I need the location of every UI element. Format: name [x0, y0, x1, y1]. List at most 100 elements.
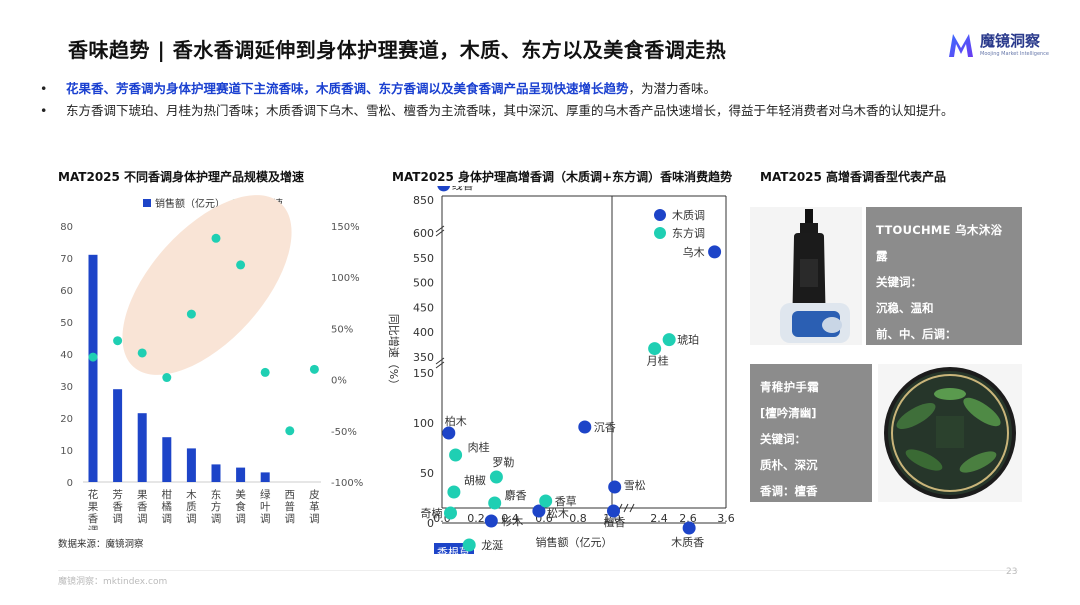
point-label: 奇楠 — [421, 506, 443, 520]
point-线香 — [437, 186, 451, 192]
point-label: 沉香 — [594, 421, 616, 434]
point-label: 线香 — [452, 186, 474, 192]
point-沉香 — [578, 420, 592, 434]
x-tick-label: 0.4 — [501, 512, 519, 525]
x-tick-label: 2.6 — [679, 512, 697, 525]
label-box-香根草 — [434, 543, 474, 554]
y-tick-label: 0 — [67, 478, 73, 489]
hand-cream-tin-icon — [884, 367, 1016, 499]
x-tick-label: 3.6 — [717, 512, 735, 525]
y2-tick-label: 100% — [331, 273, 360, 284]
bullet-dot: • — [40, 103, 48, 118]
point-罗勒 — [489, 470, 503, 484]
product-2-sub: [檀吟清幽] — [760, 406, 817, 420]
growth-dot-柑橘调 — [162, 373, 172, 383]
x-tick-label: 调 — [112, 513, 123, 525]
x-tick-label: 香 — [112, 501, 123, 513]
growth-dot-西普调 — [285, 426, 295, 436]
x-tick-label: 柑 — [162, 488, 173, 501]
point-香草 — [539, 494, 553, 508]
growth-dot-美食调 — [236, 260, 246, 270]
bullet-dot: • — [40, 81, 48, 96]
growth-dot-东方调 — [211, 233, 221, 243]
y-tick-label: 40 — [60, 350, 73, 361]
point-label: 雪松 — [624, 478, 646, 492]
x-tick-label: 绿 — [260, 488, 271, 501]
product-1-kw2: 前、中、后调： — [876, 327, 957, 341]
x-tick-label: 香 — [137, 501, 148, 513]
product-2-image — [878, 364, 1022, 502]
growth-dot-果香调 — [137, 348, 147, 358]
product-1-kw1: 沉稳、温和 — [876, 301, 934, 315]
x-tick-label: 西 — [285, 489, 296, 501]
y2-tick-label: -50% — [331, 427, 357, 438]
x-tick-label: 香 — [88, 513, 99, 525]
y-tick-label: 60 — [60, 286, 73, 297]
y-tick-label: 500 — [413, 277, 434, 290]
product-2-kw2: 香调：檀香 — [760, 484, 818, 498]
chart1-title: MAT2025 不同香调身体护理产品规模及增速 — [58, 170, 305, 184]
x-tick-label: 食 — [235, 500, 246, 513]
page-title: 香味趋势 | 香水香调延伸到身体护理赛道，木质、东方以及美食香调走热 — [68, 38, 727, 62]
bullet-2-text: 东方香调下琥珀、月桂为热门香味；木质香调下乌木、雪松、檀香为主流香味，其中深沉、… — [66, 103, 954, 118]
point-label: 乌木 — [683, 245, 705, 259]
point-乌木 — [708, 245, 722, 259]
x-tick-label: 调 — [285, 513, 296, 525]
x-tick-label: 调 — [88, 525, 99, 530]
legend-label-sales: 销售额（亿元） — [155, 197, 225, 210]
brand-logo: 魔镜洞察 Moojing Market Intelligence — [946, 30, 1049, 60]
x-tick-label: 革 — [309, 500, 320, 513]
point-杉木 — [484, 514, 498, 528]
legend-dot-木质调 — [654, 209, 666, 221]
bar-growth-chart: 销售额（亿元）同比增速 01020304050607080-100%-50%0%… — [60, 195, 363, 530]
page-number: 23 — [1006, 567, 1018, 577]
point-肉桂 — [449, 448, 463, 462]
x-tick-label: 调 — [162, 513, 173, 525]
y2-tick-label: 150% — [331, 222, 360, 233]
point-label: 麝香 — [505, 488, 527, 502]
bar-芳香调 — [113, 389, 123, 482]
chart2-title: MAT2025 身体护理高增香调（木质调+东方调）香味消费趋势 — [392, 170, 733, 184]
point-雪松 — [608, 480, 622, 494]
product-2-kw1: 质朴、深沉 — [760, 458, 818, 472]
growth-dot-绿叶调 — [260, 367, 270, 377]
y-axis-label: 同比增速（%） — [387, 314, 401, 390]
y2-tick-label: 50% — [331, 324, 353, 335]
y-axis-break — [435, 357, 445, 369]
y-tick-label: 100 — [413, 417, 434, 430]
point-松木 — [532, 504, 546, 518]
growth-dot-木质调 — [186, 309, 196, 319]
bar-绿叶调 — [260, 472, 270, 482]
point-label: 柏木 — [445, 414, 467, 428]
x-tick-label: 木 — [186, 489, 197, 501]
y-tick-label: 10 — [60, 446, 73, 457]
growth-dot-花果香调 — [88, 352, 98, 362]
growth-dot-芳香调 — [113, 336, 123, 346]
point-label: 木质香 — [671, 536, 704, 549]
x-tick-label: 质 — [186, 501, 197, 513]
point-檀香 — [607, 504, 620, 518]
point-label: 檀香 — [604, 515, 626, 529]
product-2-kw-label: 关键词： — [760, 432, 806, 446]
point-label: 松木 — [547, 506, 569, 520]
x-tick-label: 叶 — [260, 501, 271, 513]
point-奇楠 — [444, 506, 457, 520]
point-月桂 — [648, 342, 662, 356]
bar-东方调 — [211, 464, 221, 482]
y-tick-label: 600 — [413, 227, 434, 240]
bar-果香调 — [137, 413, 147, 482]
x-axis-break — [617, 503, 635, 513]
x-tick-label: 方 — [211, 500, 222, 513]
brand-m-icon — [949, 34, 973, 57]
x-tick-label: 0.2 — [467, 512, 485, 525]
bullet-1: • 花果香、芳香调为身体护理赛道下主流香味，木质香调、东方香调以及美食香调产品呈… — [40, 78, 1050, 100]
point-label: 杉木 — [501, 514, 523, 528]
x-tick-label: 调 — [137, 513, 148, 525]
brand-subtitle: Moojing Market Intelligence — [980, 50, 1050, 57]
x-tick-label: 东 — [211, 488, 222, 501]
product-2-info: 青稚护手霜 [檀吟清幽] 关键词： 质朴、深沉 香调：檀香 — [750, 364, 872, 502]
x-tick-label: 皮 — [309, 488, 320, 501]
y-tick-label: 0 — [427, 517, 434, 530]
point-木质香 — [682, 521, 696, 535]
